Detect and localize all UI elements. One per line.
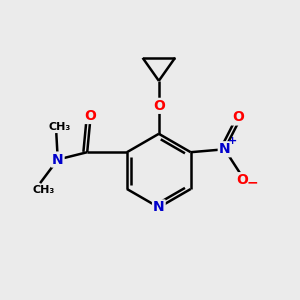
Text: O: O [236,173,248,187]
Text: +: + [228,136,237,146]
Text: O: O [153,99,165,113]
Text: CH₃: CH₃ [32,184,55,195]
Text: CH₃: CH₃ [49,122,71,132]
Text: O: O [232,110,244,124]
Text: N: N [153,200,165,214]
Text: −: − [246,176,258,190]
Text: N: N [52,153,64,166]
Text: N: N [219,142,230,156]
Text: O: O [84,109,96,123]
